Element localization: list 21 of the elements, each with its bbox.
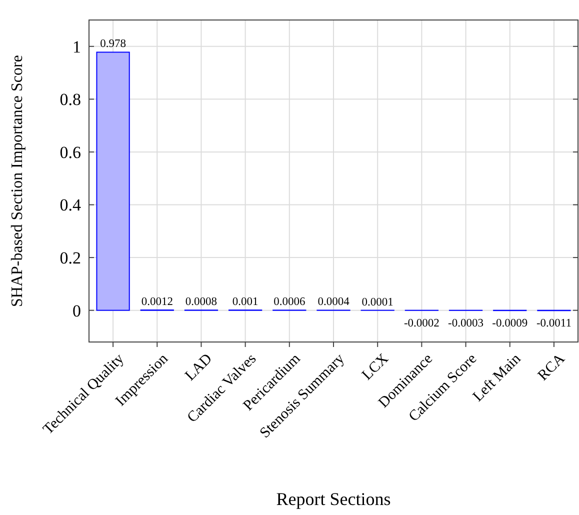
bar: [96, 52, 130, 311]
data-label: 0.0012: [141, 296, 174, 308]
data-label: -0.0002: [404, 317, 440, 330]
y-axis-title: SHAP-based Section Importance Score: [9, 55, 26, 307]
data-label: 0.001: [232, 296, 259, 308]
x-tick-label: RCA: [535, 350, 568, 384]
data-label: 0.0001: [362, 296, 394, 308]
y-tick-label: 0.4: [60, 196, 82, 215]
x-axis-title: Report Sections: [276, 489, 391, 509]
y-tick-label: 0.2: [60, 248, 81, 268]
y-tick-label: 0.6: [60, 142, 81, 162]
data-label: -0.0011: [536, 318, 572, 330]
y-tick-label: 1: [72, 37, 81, 56]
data-label: -0.0003: [448, 317, 484, 330]
data-label: 0.978: [100, 38, 126, 50]
data-label: 0.0004: [318, 296, 350, 308]
data-label: -0.0009: [492, 318, 528, 330]
y-tick-label: 0: [72, 301, 81, 320]
data-label: 0.0006: [274, 296, 306, 308]
y-tick-label: 0.8: [60, 90, 81, 110]
data-label: 0.0008: [185, 296, 218, 308]
